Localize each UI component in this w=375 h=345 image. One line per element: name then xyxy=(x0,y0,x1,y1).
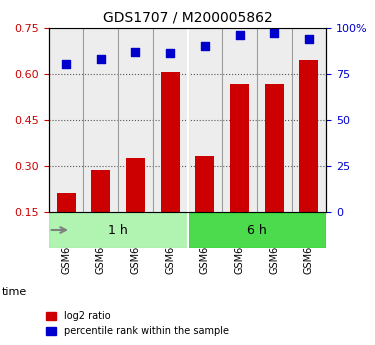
Bar xyxy=(188,28,222,211)
Bar xyxy=(299,60,318,211)
Legend: log2 ratio, percentile rank within the sample: log2 ratio, percentile rank within the s… xyxy=(42,307,232,340)
Bar xyxy=(265,84,284,211)
Bar xyxy=(118,28,153,211)
Bar xyxy=(49,28,83,211)
Bar xyxy=(230,84,249,211)
Bar xyxy=(160,72,180,211)
Bar xyxy=(222,28,257,211)
Point xyxy=(98,56,104,62)
Text: 1 h: 1 h xyxy=(108,224,128,237)
Bar xyxy=(91,170,110,211)
Bar xyxy=(83,28,118,211)
Bar xyxy=(292,28,326,211)
Text: 6 h: 6 h xyxy=(247,224,267,237)
Bar xyxy=(257,28,292,211)
Point xyxy=(167,51,173,56)
Bar xyxy=(126,158,145,211)
Point xyxy=(202,43,208,49)
Bar xyxy=(49,211,188,248)
Point xyxy=(271,30,277,36)
Point xyxy=(132,49,138,54)
Bar xyxy=(57,193,76,211)
Text: GDS1707 / M200005862: GDS1707 / M200005862 xyxy=(103,10,272,24)
Bar xyxy=(153,28,188,211)
Bar xyxy=(188,211,326,248)
Point xyxy=(237,32,243,38)
Point xyxy=(306,36,312,41)
Bar xyxy=(195,156,214,211)
Point xyxy=(63,62,69,67)
Text: time: time xyxy=(2,287,27,296)
